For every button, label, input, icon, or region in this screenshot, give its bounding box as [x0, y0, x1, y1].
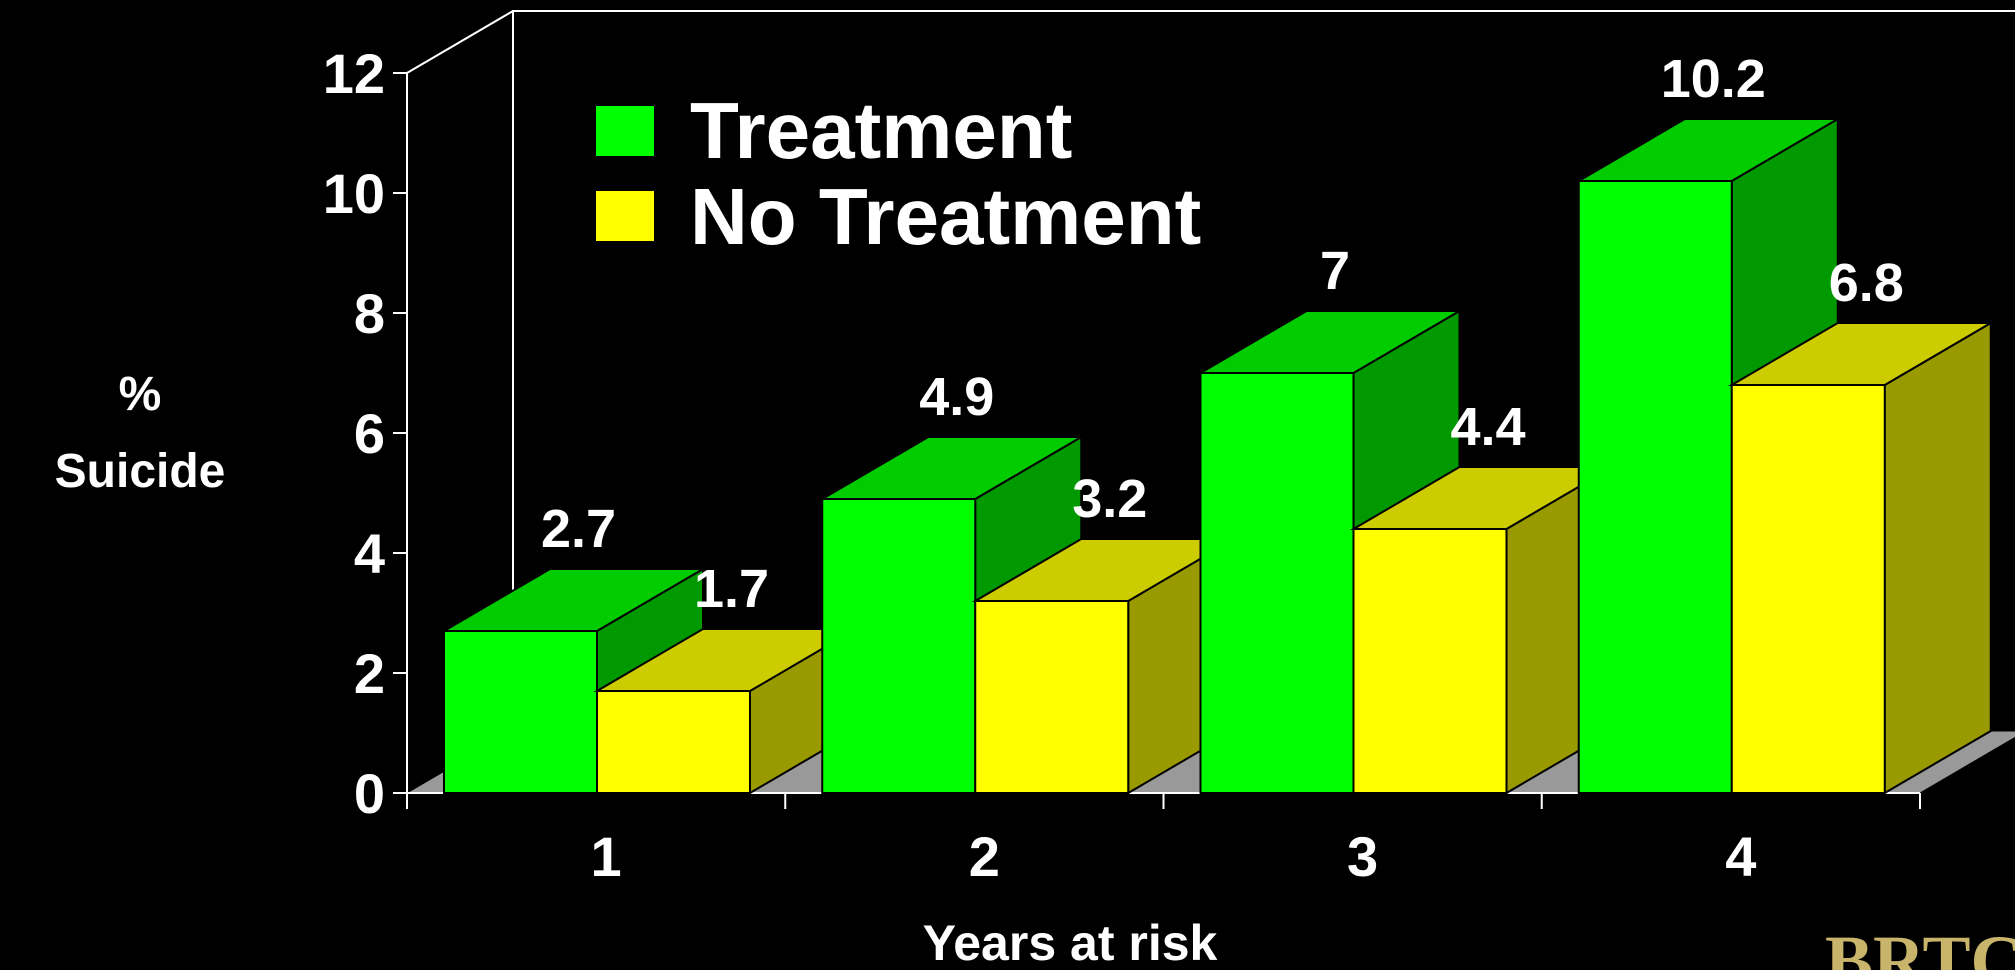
- bars: [440, 117, 1995, 795]
- x-axis: 1 2 3 4: [406, 792, 1921, 888]
- back-wall-edge: [512, 10, 2015, 731]
- value-label-no-treatment-year-2: 3.2: [1072, 469, 1147, 529]
- value-labels: 2.7 1.7 4.9 3.2 7 4.4 10.2 6.8: [541, 49, 1904, 619]
- bar-no-treatment-year-4: [1728, 321, 1995, 795]
- legend-label-no-treatment: No Treatment: [690, 172, 1201, 261]
- value-label-treatment-year-2: 4.9: [919, 367, 994, 427]
- bar-front-face: [1199, 372, 1355, 794]
- y-tick-label: 2: [354, 642, 385, 705]
- bar-no-treatment-year-3: [1349, 465, 1617, 795]
- y-axis-label-line2: Suicide: [55, 445, 226, 498]
- value-label-treatment-year-3: 7: [1320, 241, 1350, 301]
- x-tick-label: 1: [591, 825, 622, 888]
- x-axis-title: Years at risk: [923, 915, 1218, 970]
- bar-front-face: [1352, 528, 1508, 794]
- legend-swatch-treatment: [594, 104, 656, 158]
- y-tick-label: 8: [354, 282, 385, 345]
- value-label-no-treatment-year-4: 6.8: [1829, 253, 1904, 313]
- value-label-treatment-year-1: 2.7: [541, 499, 616, 559]
- y-tick-label: 4: [354, 522, 385, 585]
- brtc-logo: BRTC: [1825, 921, 2015, 970]
- legend-label-treatment: Treatment: [690, 86, 1072, 175]
- bar-front-face: [1577, 180, 1733, 794]
- y-axis-label-line1: %: [119, 368, 162, 421]
- bar-front-face: [596, 690, 751, 794]
- bar-front-face: [1730, 384, 1886, 794]
- y-tick-label: 10: [323, 162, 385, 225]
- bar-side-face: [1883, 321, 1992, 795]
- y-axis: 0 2 4 6 8 10 12: [323, 42, 408, 825]
- x-tick-label: 2: [969, 825, 1000, 888]
- value-label-no-treatment-year-3: 4.4: [1450, 397, 1525, 457]
- value-label-no-treatment-year-1: 1.7: [694, 559, 769, 619]
- bar-front-face: [821, 498, 977, 794]
- legend: Treatment No Treatment: [594, 86, 1201, 261]
- bar-front-face: [974, 600, 1130, 794]
- value-label-treatment-year-4: 10.2: [1661, 49, 1766, 109]
- bar-front-face: [443, 630, 598, 794]
- y-tick-label: 6: [354, 402, 385, 465]
- y-tick-label: 12: [323, 42, 385, 105]
- legend-swatch-no-treatment: [594, 189, 656, 243]
- y-tick-label: 0: [354, 762, 385, 825]
- x-tick-label: 3: [1347, 825, 1378, 888]
- bar-treatment-year-1: [440, 567, 707, 795]
- x-tick-label: 4: [1725, 825, 1756, 888]
